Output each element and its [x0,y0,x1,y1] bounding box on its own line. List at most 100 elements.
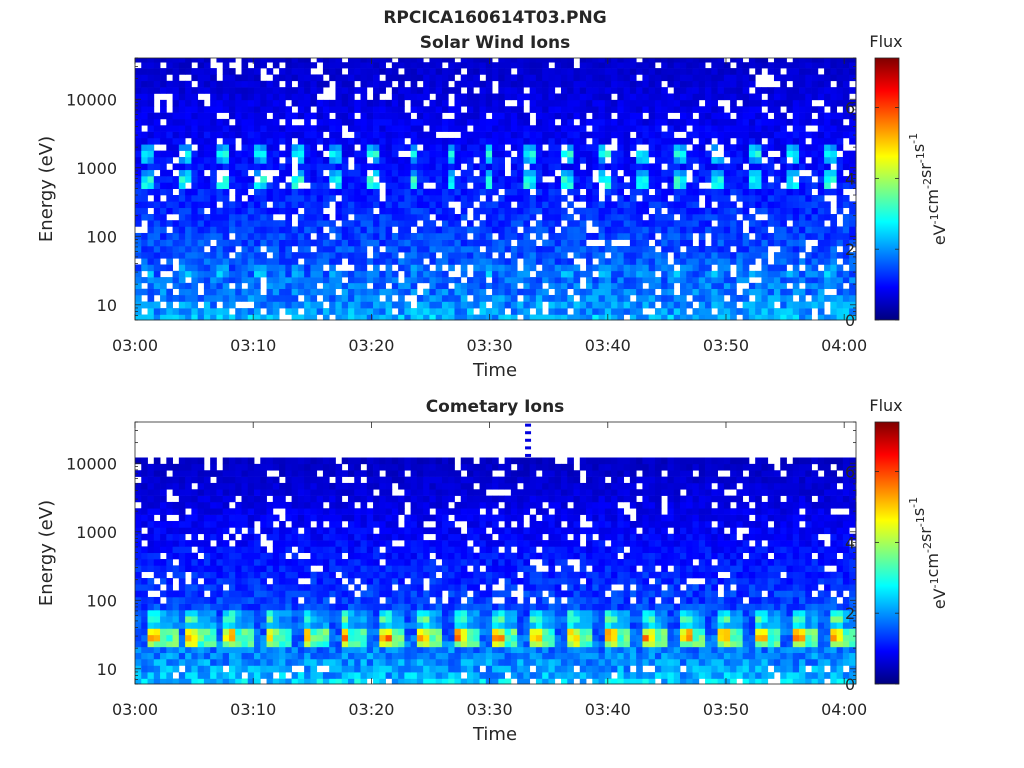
heatmap-cell [692,678,700,685]
heatmap-cell [304,163,311,171]
heatmap-cell [817,118,825,126]
heatmap-cell [849,125,856,132]
heatmap-cell [228,106,236,113]
heatmap-cell [836,201,844,209]
heatmap-cell [617,270,625,278]
heatmap-cell [203,150,211,158]
heatmap-cell [210,188,217,196]
heatmap-cell [811,246,819,253]
heatmap-cell [542,288,549,296]
heatmap-cell [673,201,681,209]
heatmap-cell [492,93,499,101]
heatmap-cell [523,169,531,177]
heatmap-cell [241,112,249,120]
heatmap-cell [254,288,261,296]
heatmap-cell [135,220,142,227]
heatmap-cell [260,106,267,113]
heatmap-cell [723,169,731,177]
heatmap-cell [717,314,725,321]
heatmap-cell [454,672,462,679]
heatmap-cell [705,99,712,107]
heatmap-cell [504,264,512,272]
heatmap-cell [567,652,574,660]
heatmap-cell [692,93,700,101]
heatmap-cell [316,176,324,183]
heatmap-cell [272,125,280,132]
heatmap-cell [310,288,318,296]
heatmap-cell [329,282,336,290]
heatmap-cell [341,294,349,302]
heatmap-cell [485,80,493,88]
heatmap-cell [316,118,324,126]
heatmap-cell [341,232,349,240]
heatmap-cell [761,270,769,278]
heatmap-cell [185,131,192,139]
heatmap-cell [178,131,186,139]
heatmap-cell [811,106,819,113]
heatmap-cell [460,131,468,139]
heatmap-cell [698,308,706,315]
heatmap-cell [686,188,693,196]
heatmap-cell [661,294,668,302]
heatmap-cell [423,150,430,158]
heatmap-cell [279,282,286,290]
heatmap-cell [742,106,750,113]
heatmap-cell [542,214,549,221]
heatmap-cell [554,652,562,660]
heatmap-cell [291,176,299,183]
heatmap-cell [667,207,675,215]
heatmap-cell [817,93,825,101]
heatmap-cell [667,232,675,240]
heatmap-cell [291,658,299,666]
heatmap-cell [529,252,537,259]
heatmap-cell [141,118,148,126]
heatmap-cell [473,99,480,107]
heatmap-cell [654,195,662,202]
heatmap-cell [429,277,437,284]
heatmap-cell [473,270,480,278]
heatmap-cell [210,220,217,227]
heatmap-cell [560,232,568,240]
heatmap-cell [354,62,361,69]
heatmap-cell [435,156,443,164]
heatmap-cell [705,93,712,101]
heatmap-cell [291,308,299,315]
heatmap-cell [560,150,568,158]
heatmap-cell [391,118,399,126]
heatmap-cell [441,74,449,82]
heatmap-cell [667,314,675,321]
heatmap-cell [416,678,424,685]
heatmap-cell [373,646,380,654]
heatmap-cell [178,87,186,94]
heatmap-cell [310,678,318,685]
heatmap-cell [554,80,562,88]
heatmap-cell [604,226,612,234]
heatmap-cell [523,672,531,679]
heatmap-cell [755,163,762,171]
heatmap-cell [654,282,662,290]
heatmap-cell [830,137,838,145]
heatmap-cell [579,246,587,253]
heatmap-cell [254,207,261,215]
heatmap-cell [185,156,192,164]
heatmap-cell [322,270,330,278]
heatmap-cell [817,125,825,132]
heatmap-cell [560,62,568,69]
heatmap-cell [767,106,775,113]
heatmap-cell [692,118,700,126]
heatmap-cell [773,188,781,196]
heatmap-cell [755,188,762,196]
heatmap-cell [360,207,368,215]
heatmap-cell [817,106,825,113]
heatmap-cell [435,665,443,673]
heatmap-cell [441,58,449,63]
heatmap-cell [717,74,725,82]
heatmap-cell [153,226,161,234]
heatmap-cell [272,294,280,302]
heatmap-cell [736,665,744,673]
heatmap-cell [297,246,305,253]
heatmap-cell [479,201,487,209]
heatmap-cell [799,308,806,315]
heatmap-cell [160,112,167,120]
heatmap-cell [185,125,192,132]
